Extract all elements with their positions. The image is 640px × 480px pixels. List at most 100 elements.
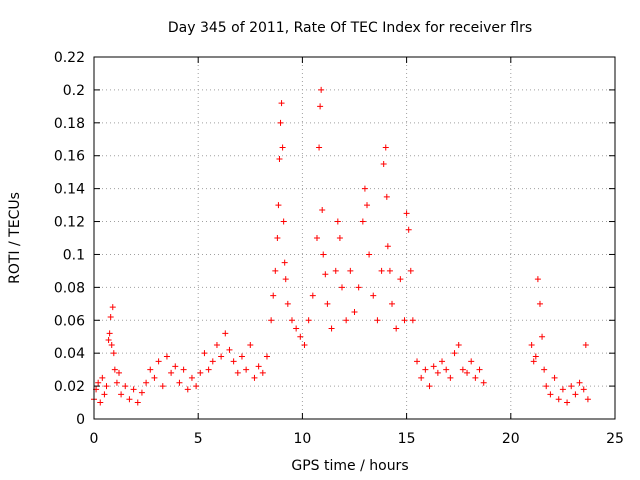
data-point (547, 391, 554, 398)
x-axis-label: GPS time / hours (291, 458, 408, 474)
data-point (313, 235, 320, 241)
data-point (268, 317, 275, 324)
data-point (230, 358, 237, 365)
data-point (405, 226, 412, 233)
data-point (293, 325, 300, 332)
data-point (238, 353, 245, 360)
data-point (282, 276, 289, 283)
data-point (180, 366, 187, 373)
data-point (322, 271, 329, 278)
data-point (276, 156, 283, 163)
data-point (109, 304, 116, 311)
data-point (384, 243, 391, 250)
data-point (374, 317, 381, 324)
data-point (403, 210, 410, 217)
data-point (386, 267, 393, 274)
data-point (95, 379, 102, 386)
data-point (243, 366, 250, 373)
data-point (582, 341, 589, 348)
data-point (101, 391, 108, 398)
data-point (118, 391, 125, 398)
data-point (543, 383, 550, 390)
y-tick-label: 0.06 (54, 313, 85, 329)
data-point (459, 366, 466, 373)
data-point (209, 358, 216, 365)
data-point (541, 366, 548, 373)
data-point (383, 193, 390, 200)
y-tick-label: 0.16 (54, 149, 85, 165)
data-point (382, 144, 389, 151)
data-point (126, 396, 133, 403)
data-point (318, 86, 325, 93)
data-point (134, 399, 141, 406)
data-point (172, 363, 179, 370)
data-point (110, 350, 117, 357)
data-point (155, 358, 162, 365)
data-point (430, 363, 437, 370)
data-point (274, 235, 281, 241)
data-point (113, 379, 120, 386)
data-point (288, 317, 295, 324)
data-point (332, 267, 339, 274)
y-tick-label: 0.08 (54, 280, 85, 296)
data-point (111, 366, 118, 373)
data-point (422, 366, 429, 373)
data-point (572, 391, 579, 398)
data-point (251, 374, 258, 381)
data-point (279, 144, 286, 151)
data-point (530, 358, 537, 365)
data-point (108, 341, 115, 348)
data-point (334, 218, 341, 225)
data-point (464, 369, 471, 376)
data-point (138, 389, 145, 396)
data-point (584, 396, 591, 403)
data-point (480, 379, 487, 386)
data-point (568, 383, 575, 390)
data-point (270, 292, 277, 299)
data-point (555, 396, 562, 403)
data-point (447, 374, 454, 381)
data-point (106, 330, 113, 337)
data-point (99, 374, 106, 381)
data-point (393, 325, 400, 332)
x-tick-label: 10 (293, 431, 311, 447)
data-point (328, 325, 335, 332)
data-point (576, 379, 583, 386)
data-point (347, 267, 354, 274)
data-point (272, 267, 279, 274)
data-point (361, 185, 368, 192)
data-point (103, 383, 110, 390)
data-point (97, 399, 104, 406)
x-tick-label: 5 (194, 431, 203, 447)
data-point (301, 341, 308, 348)
data-point (205, 366, 212, 373)
data-point (355, 284, 362, 291)
data-point (247, 341, 254, 348)
data-point (380, 160, 387, 167)
data-point (168, 369, 175, 376)
y-tick-label: 0.02 (54, 379, 85, 395)
data-point (255, 363, 262, 370)
data-point (451, 350, 458, 357)
data-point (409, 317, 416, 324)
y-tick-label: 0.1 (63, 247, 85, 263)
data-point (539, 333, 546, 340)
data-point (305, 317, 312, 324)
y-axis-ticks: 0 0.02 0.04 0.06 0.08 0.1 0.12 0.14 0.16 0.18 0.2 0… (54, 50, 615, 428)
y-tick-label: 0.04 (54, 346, 85, 362)
data-point (324, 300, 331, 307)
data-point (277, 119, 284, 126)
data-point (234, 369, 241, 376)
data-point (364, 202, 371, 209)
data-point (275, 202, 282, 209)
data-point (351, 309, 358, 316)
data-point (343, 317, 350, 324)
data-point (397, 276, 404, 283)
data-point (193, 383, 200, 390)
data-point (297, 333, 304, 340)
y-tick-label: 0 (76, 412, 85, 428)
data-point (107, 313, 114, 320)
y-tick-label: 0.2 (63, 83, 85, 99)
data-point (551, 374, 558, 381)
data-point (443, 366, 450, 373)
